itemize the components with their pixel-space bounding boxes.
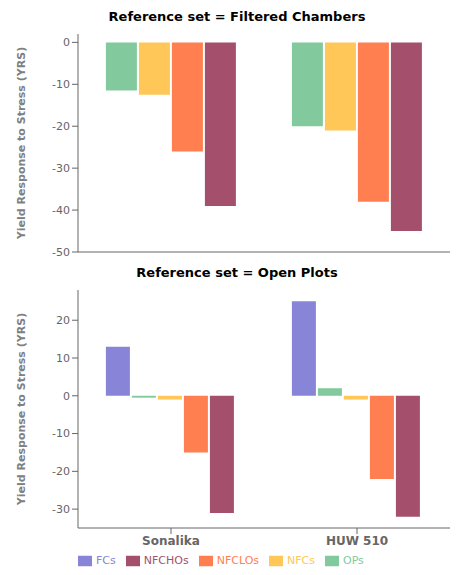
svg-text:Sonalika: Sonalika (142, 534, 200, 548)
svg-text:-50: -50 (52, 246, 70, 259)
svg-text:Yield Response to Stress (YRS): Yield Response to Stress (YRS) (15, 47, 28, 240)
svg-text:-30: -30 (52, 503, 70, 516)
svg-text:Yield Response to Stress (YRS): Yield Response to Stress (YRS) (15, 313, 28, 506)
svg-text:20: 20 (56, 314, 70, 327)
html-text:OPs: OPs (343, 554, 364, 567)
html-text:NFCHOs: NFCHOs (143, 554, 189, 567)
html-text:Reference set = Filtered Chamb: Reference set = Filtered Chambers (108, 9, 366, 24)
svg-text:0: 0 (63, 36, 70, 49)
html-text:Reference set = Open Plots: Reference set = Open Plots (136, 265, 338, 280)
html-text:FCs: FCs (96, 554, 116, 567)
svg-text:-10: -10 (52, 78, 70, 91)
svg-text:-20: -20 (52, 465, 70, 478)
svg-text:0: 0 (63, 390, 70, 403)
html-text:NFCLOs: NFCLOs (216, 554, 259, 567)
html-text:NFCs: NFCs (287, 554, 315, 567)
svg-text:HUW 510: HUW 510 (326, 534, 388, 548)
svg-text:-40: -40 (52, 204, 70, 217)
svg-text:-20: -20 (52, 120, 70, 133)
svg-text:-30: -30 (52, 162, 70, 175)
svg-text:10: 10 (56, 352, 70, 365)
svg-text:-10: -10 (52, 427, 70, 440)
